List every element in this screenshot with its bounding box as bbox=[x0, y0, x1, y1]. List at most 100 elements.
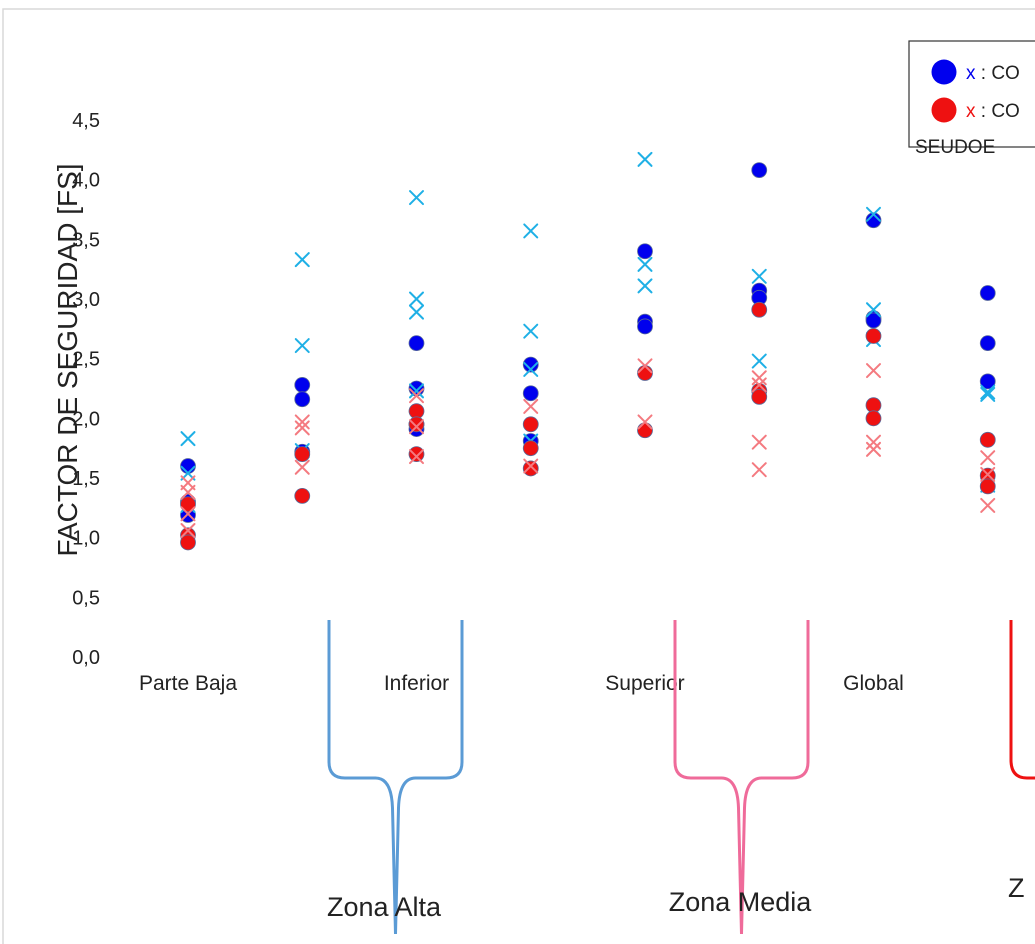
data-point-circle bbox=[180, 496, 196, 513]
data-point-x bbox=[523, 458, 539, 474]
data-point-circle bbox=[522, 385, 539, 402]
data-point-circle bbox=[180, 458, 196, 474]
data-point-circle bbox=[294, 391, 311, 408]
x-category-label: Superior bbox=[605, 672, 684, 695]
data-point-circle bbox=[408, 335, 425, 352]
data-point-x bbox=[523, 398, 539, 414]
zone-label: Z bbox=[1008, 873, 1025, 903]
data-point-circle bbox=[522, 356, 539, 373]
data-point-circle bbox=[294, 377, 311, 393]
data-point-x bbox=[409, 388, 424, 404]
y-tick-label: 4,5 bbox=[72, 110, 100, 132]
zone-label: Zona Alta bbox=[327, 892, 442, 922]
data-point-circle bbox=[979, 335, 996, 352]
data-point-circle bbox=[751, 301, 768, 318]
data-point-x bbox=[294, 414, 310, 430]
data-point-x bbox=[751, 434, 767, 450]
data-point-x bbox=[637, 414, 653, 430]
data-point-x bbox=[866, 441, 881, 457]
data-point-x bbox=[409, 419, 424, 435]
data-point-x bbox=[980, 466, 996, 482]
data-point-x bbox=[980, 450, 996, 466]
legend-entry-label: x : CO bbox=[966, 63, 1020, 84]
legend-overflow-text: SEUDOE bbox=[915, 137, 995, 158]
data-point-x bbox=[751, 377, 767, 393]
x-category-label: Inferior bbox=[384, 672, 449, 695]
data-point-x bbox=[637, 151, 653, 167]
data-point-x bbox=[180, 431, 196, 447]
data-point-x bbox=[523, 223, 539, 239]
data-point-x bbox=[294, 252, 310, 268]
bracket-layer: Zona Alta Zona Media Z bbox=[327, 620, 1035, 935]
y-tick-label: 0,5 bbox=[72, 587, 100, 609]
x-category-label: Parte Baja bbox=[139, 672, 237, 695]
data-point-x bbox=[294, 338, 310, 354]
data-point-circle bbox=[408, 446, 425, 463]
data-point-x bbox=[637, 358, 653, 374]
y-axis-label: FACTOR DE SEGURIDAD [FS] bbox=[52, 163, 83, 556]
y-tick-label: 3,0 bbox=[72, 289, 100, 311]
data-point-x bbox=[751, 462, 767, 478]
marks-layer bbox=[180, 151, 996, 551]
data-point-x bbox=[409, 304, 424, 320]
bracket-zona-alta bbox=[327, 620, 464, 935]
data-point-circle bbox=[408, 380, 425, 397]
data-point-circle bbox=[522, 460, 539, 477]
y-tick-label: 2,0 bbox=[72, 408, 100, 430]
axis-layer: 0,0 0,5 1,0 1,5 2,0 2,5 3,0 3,5 4,0 4,5 Parte Baja… bbox=[72, 110, 904, 695]
x-category-label: Global bbox=[843, 672, 904, 695]
data-point-circle bbox=[751, 162, 768, 179]
data-point-circle bbox=[522, 440, 539, 457]
data-point-x bbox=[637, 278, 653, 294]
data-point-circle bbox=[408, 416, 425, 433]
data-point-circle bbox=[180, 534, 196, 551]
data-point-circle bbox=[979, 478, 996, 495]
data-point-x bbox=[980, 497, 996, 513]
data-point-circle bbox=[637, 318, 653, 335]
data-point-circle bbox=[751, 388, 768, 405]
data-point-circle bbox=[637, 422, 653, 439]
bracket-zona-partial bbox=[1009, 620, 1035, 780]
data-point-x bbox=[294, 420, 310, 436]
chart-border bbox=[2, 8, 1035, 944]
data-point-x bbox=[294, 459, 310, 475]
data-point-circle bbox=[979, 285, 996, 301]
data-point-circle bbox=[637, 243, 653, 260]
data-point-circle bbox=[294, 446, 311, 463]
y-tick-label: 1,0 bbox=[72, 528, 100, 550]
data-point-circle bbox=[865, 312, 882, 329]
data-point-x bbox=[980, 386, 996, 402]
y-tick-label: 4,0 bbox=[72, 170, 100, 192]
data-point-x bbox=[866, 302, 881, 318]
data-point-x bbox=[751, 370, 767, 386]
data-point-circle bbox=[294, 487, 311, 504]
data-point-x bbox=[751, 353, 767, 369]
data-point-x bbox=[637, 256, 653, 272]
data-point-x bbox=[866, 206, 881, 222]
data-point-x bbox=[523, 361, 539, 377]
legend: x : CO x : CO SEUDOE bbox=[908, 40, 1035, 158]
data-point-x bbox=[409, 291, 424, 307]
data-point-x bbox=[980, 384, 996, 400]
data-point-x bbox=[751, 268, 767, 284]
y-tick-label: 2,5 bbox=[72, 349, 100, 371]
data-point-x bbox=[180, 484, 196, 500]
zone-label: Zona Media bbox=[669, 887, 813, 917]
data-point-x bbox=[409, 190, 424, 206]
data-point-x bbox=[409, 383, 424, 399]
data-point-circle bbox=[865, 328, 882, 344]
data-point-circle bbox=[522, 416, 539, 433]
data-point-x bbox=[180, 506, 196, 522]
data-point-x bbox=[866, 434, 881, 450]
data-point-x bbox=[866, 363, 881, 379]
legend-marker bbox=[931, 97, 957, 123]
data-point-circle bbox=[979, 373, 996, 390]
data-point-circle bbox=[865, 212, 882, 229]
data-point-x bbox=[409, 449, 424, 465]
y-tick-label: 0,0 bbox=[72, 647, 100, 669]
data-point-circle bbox=[979, 431, 996, 448]
data-point-circle bbox=[637, 365, 653, 381]
y-tick-label: 1,5 bbox=[72, 468, 100, 490]
